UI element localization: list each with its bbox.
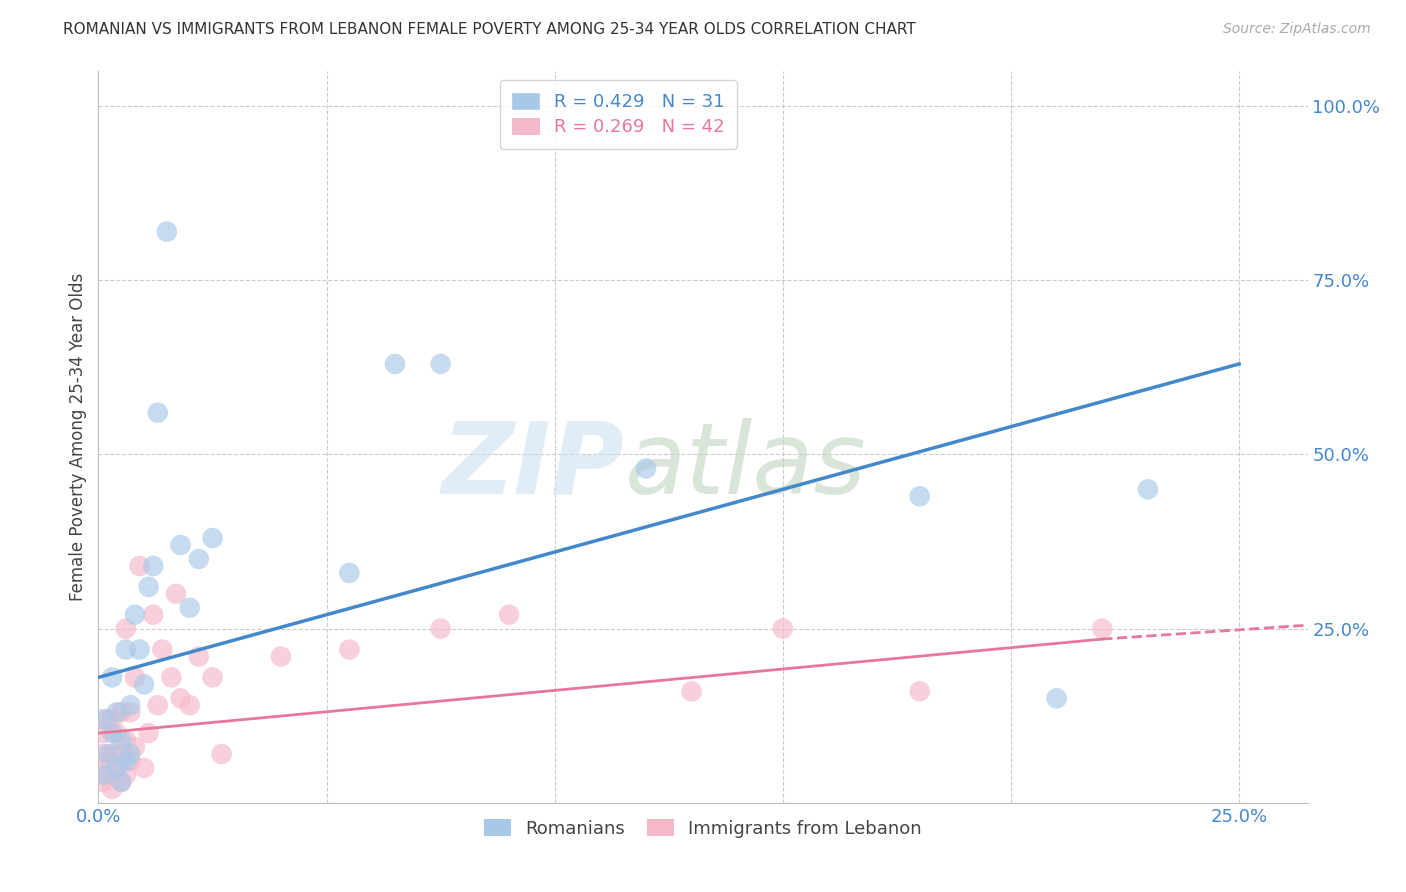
Point <box>142 558 165 573</box>
Point <box>120 698 142 713</box>
Point <box>110 775 132 789</box>
Point <box>124 740 146 755</box>
Legend: Romanians, Immigrants from Lebanon: Romanians, Immigrants from Lebanon <box>477 813 929 845</box>
Point <box>132 761 155 775</box>
Point <box>201 670 224 684</box>
Point <box>146 698 169 713</box>
Point <box>105 761 128 775</box>
Point <box>101 747 124 761</box>
Point <box>120 754 142 768</box>
Point <box>165 587 187 601</box>
Point <box>114 768 136 782</box>
Point <box>110 733 132 747</box>
Point <box>91 712 114 726</box>
Point <box>772 622 794 636</box>
Point <box>337 642 360 657</box>
Point <box>142 607 165 622</box>
Y-axis label: Female Poverty Among 25-34 Year Olds: Female Poverty Among 25-34 Year Olds <box>69 273 87 601</box>
Point <box>169 691 191 706</box>
Point <box>101 712 124 726</box>
Point <box>1091 622 1114 636</box>
Point <box>908 684 931 698</box>
Point <box>124 670 146 684</box>
Point <box>150 642 173 657</box>
Point <box>114 754 136 768</box>
Point <box>110 775 132 789</box>
Point <box>101 670 124 684</box>
Point <box>146 406 169 420</box>
Point <box>169 538 191 552</box>
Point <box>96 768 118 782</box>
Text: atlas: atlas <box>624 417 866 515</box>
Point <box>498 607 520 622</box>
Point <box>120 705 142 719</box>
Point <box>634 461 657 475</box>
Point <box>105 761 128 775</box>
Point <box>91 775 114 789</box>
Text: ROMANIAN VS IMMIGRANTS FROM LEBANON FEMALE POVERTY AMONG 25-34 YEAR OLDS CORRELA: ROMANIAN VS IMMIGRANTS FROM LEBANON FEMA… <box>63 22 917 37</box>
Point <box>128 558 150 573</box>
Point <box>1136 483 1159 497</box>
Point <box>138 580 160 594</box>
Point <box>138 726 160 740</box>
Point <box>179 600 201 615</box>
Point <box>211 747 233 761</box>
Point <box>105 705 128 719</box>
Point <box>96 747 118 761</box>
Point <box>908 489 931 503</box>
Text: ZIP: ZIP <box>441 417 624 515</box>
Point <box>110 705 132 719</box>
Point <box>384 357 406 371</box>
Point <box>201 531 224 545</box>
Point <box>128 642 150 657</box>
Point <box>337 566 360 580</box>
Point <box>114 733 136 747</box>
Point <box>96 712 118 726</box>
Point <box>270 649 292 664</box>
Point <box>187 552 209 566</box>
Point <box>132 677 155 691</box>
Point <box>187 649 209 664</box>
Point <box>96 754 118 768</box>
Point <box>110 747 132 761</box>
Point <box>105 726 128 740</box>
Point <box>429 357 451 371</box>
Point <box>91 726 114 740</box>
Point <box>114 642 136 657</box>
Point <box>101 726 124 740</box>
Point <box>101 781 124 796</box>
Point <box>160 670 183 684</box>
Point <box>114 622 136 636</box>
Point <box>120 747 142 761</box>
Point <box>91 747 114 761</box>
Point <box>91 768 114 782</box>
Point <box>429 622 451 636</box>
Point <box>124 607 146 622</box>
Point <box>179 698 201 713</box>
Point <box>681 684 703 698</box>
Text: Source: ZipAtlas.com: Source: ZipAtlas.com <box>1223 22 1371 37</box>
Point <box>1046 691 1069 706</box>
Point <box>156 225 179 239</box>
